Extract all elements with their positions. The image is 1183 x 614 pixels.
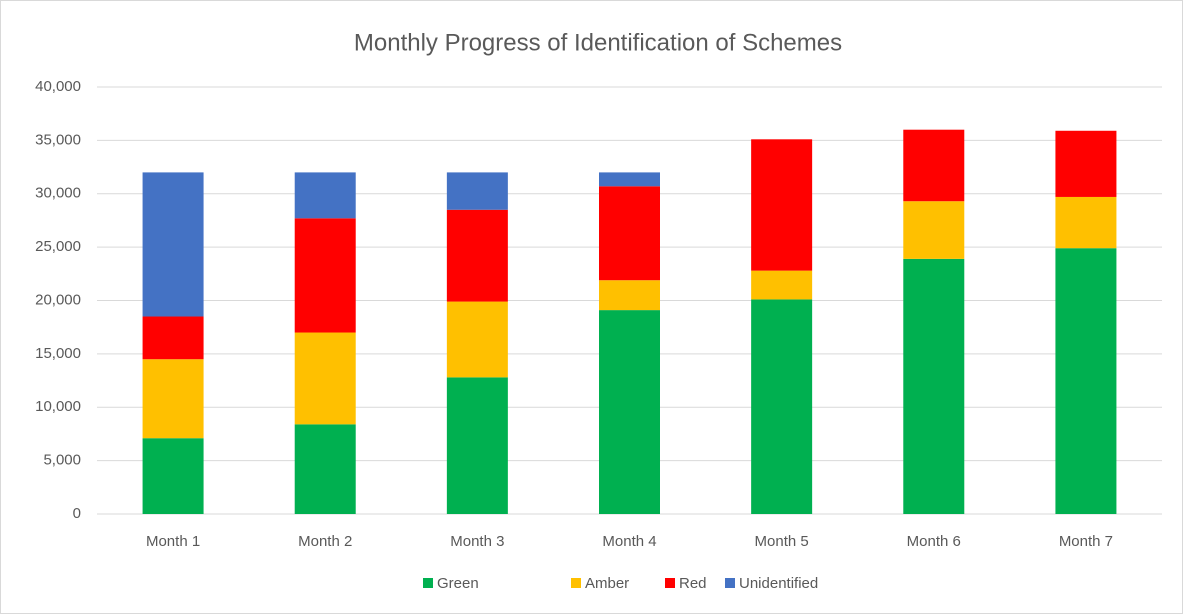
x-tick-label: Month 2	[298, 533, 352, 550]
y-tick-label: 10,000	[35, 398, 81, 415]
bar-segment	[142, 359, 204, 439]
bar-segment	[294, 218, 356, 333]
legend-label: Red	[679, 575, 707, 592]
bar-segment	[446, 301, 508, 378]
bar-segment	[903, 258, 965, 514]
bar-segment	[294, 332, 356, 425]
chart-title: Monthly Progress of Identification of Sc…	[354, 29, 842, 56]
bar-segment	[142, 172, 204, 317]
x-tick-label: Month 3	[450, 533, 504, 550]
legend-swatch	[571, 578, 581, 588]
x-tick-label: Month 4	[602, 533, 656, 550]
bar-segment	[446, 172, 508, 210]
x-tick-label: Month 7	[1059, 533, 1113, 550]
bar-segment	[294, 424, 356, 514]
x-tick-label: Month 1	[146, 533, 200, 550]
bar-segment	[142, 316, 204, 360]
legend-swatch	[725, 578, 735, 588]
bar-segment	[1055, 196, 1117, 249]
bar-segment	[751, 299, 813, 514]
bar-segment	[446, 209, 508, 302]
bar-segment	[1055, 248, 1117, 514]
bar-segment	[294, 172, 356, 219]
bar-segment	[903, 201, 965, 259]
x-tick-label: Month 5	[755, 533, 809, 550]
bar-segment	[599, 172, 660, 187]
legend-swatch	[665, 578, 675, 588]
bar-segment	[1055, 130, 1117, 197]
bar-segment	[903, 129, 965, 202]
y-tick-label: 30,000	[35, 185, 81, 202]
bar-segment	[751, 270, 813, 300]
bar-segment	[599, 186, 660, 281]
y-tick-label: 15,000	[35, 345, 81, 362]
x-tick-label: Month 6	[907, 533, 961, 550]
y-tick-label: 0	[73, 505, 81, 522]
y-tick-label: 20,000	[35, 291, 81, 308]
bar-segment	[446, 377, 508, 514]
bar-segment	[142, 438, 204, 514]
legend-swatch	[423, 578, 433, 588]
y-tick-label: 40,000	[35, 78, 81, 95]
legend-label: Green	[437, 575, 479, 592]
y-tick-label: 35,000	[35, 131, 81, 148]
bar-segment	[599, 280, 660, 311]
y-tick-label: 25,000	[35, 238, 81, 255]
legend-label: Amber	[585, 575, 629, 592]
bar-segment	[751, 139, 813, 271]
legend-label: Unidentified	[739, 575, 818, 592]
y-tick-label: 5,000	[43, 452, 81, 469]
bar-segment	[599, 310, 660, 514]
